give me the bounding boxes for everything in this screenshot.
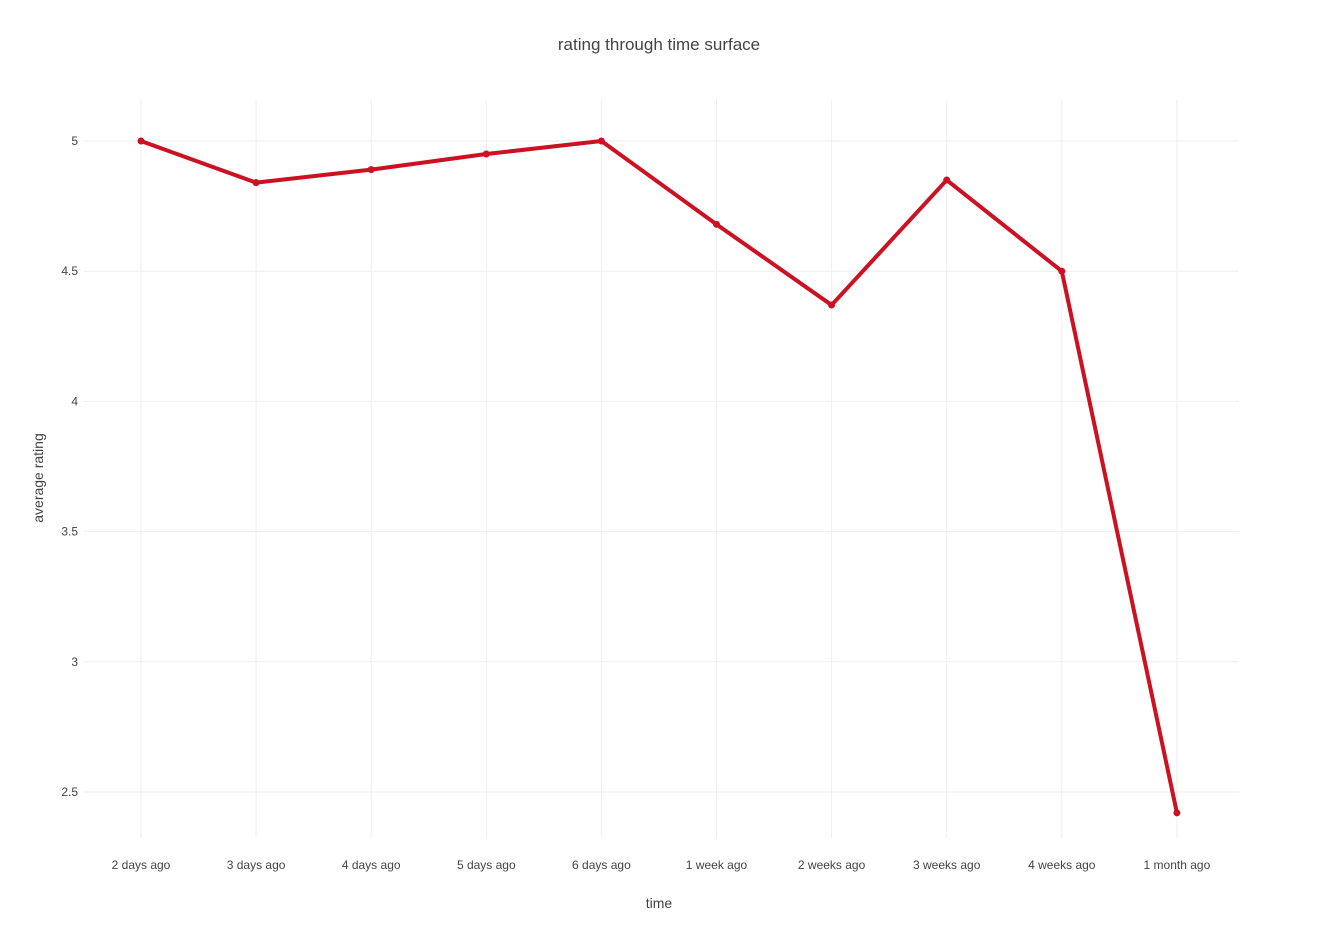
x-tick-label: 3 weeks ago	[913, 858, 981, 872]
series-line	[139, 139, 1179, 815]
x-tick-label: 5 days ago	[457, 858, 516, 872]
y-tick-label: 4.5	[61, 264, 78, 278]
data-point[interactable]	[1058, 267, 1066, 275]
data-point[interactable]	[828, 301, 836, 309]
y-tick-label: 5	[71, 134, 78, 148]
x-tick-label: 4 days ago	[342, 858, 401, 872]
x-axis-ticks: 2 days ago 3 days ago 4 days ago 5 days ago…	[112, 858, 1211, 872]
data-point[interactable]	[713, 220, 720, 228]
data-point[interactable]	[252, 179, 260, 187]
data-point[interactable]	[943, 176, 951, 184]
data-point[interactable]	[137, 137, 145, 145]
x-tick-label: 1 week ago	[686, 858, 748, 872]
y-tick-label: 3	[71, 655, 78, 669]
y-axis-ticks: 2.5 3 3.5 4 4.5 5	[61, 134, 78, 799]
x-tick-label: 2 weeks ago	[798, 858, 866, 872]
data-point[interactable]	[367, 166, 375, 174]
data-point[interactable]	[1173, 809, 1181, 817]
chart-title: rating through time surface	[558, 35, 760, 54]
y-tick-label: 3.5	[61, 525, 78, 539]
x-tick-label: 3 days ago	[227, 858, 286, 872]
x-tick-label: 1 month ago	[1144, 858, 1211, 872]
x-tick-label: 6 days ago	[572, 858, 631, 872]
x-tick-label: 4 weeks ago	[1028, 858, 1096, 872]
grid	[84, 100, 1239, 838]
series	[137, 137, 1181, 817]
y-axis-title: average rating	[30, 433, 46, 523]
x-tick-label: 2 days ago	[112, 858, 171, 872]
data-point[interactable]	[597, 137, 605, 145]
data-point[interactable]	[482, 150, 490, 158]
y-tick-label: 4	[71, 394, 78, 408]
y-tick-label: 2.5	[61, 785, 78, 799]
x-axis-title: time	[646, 895, 673, 911]
